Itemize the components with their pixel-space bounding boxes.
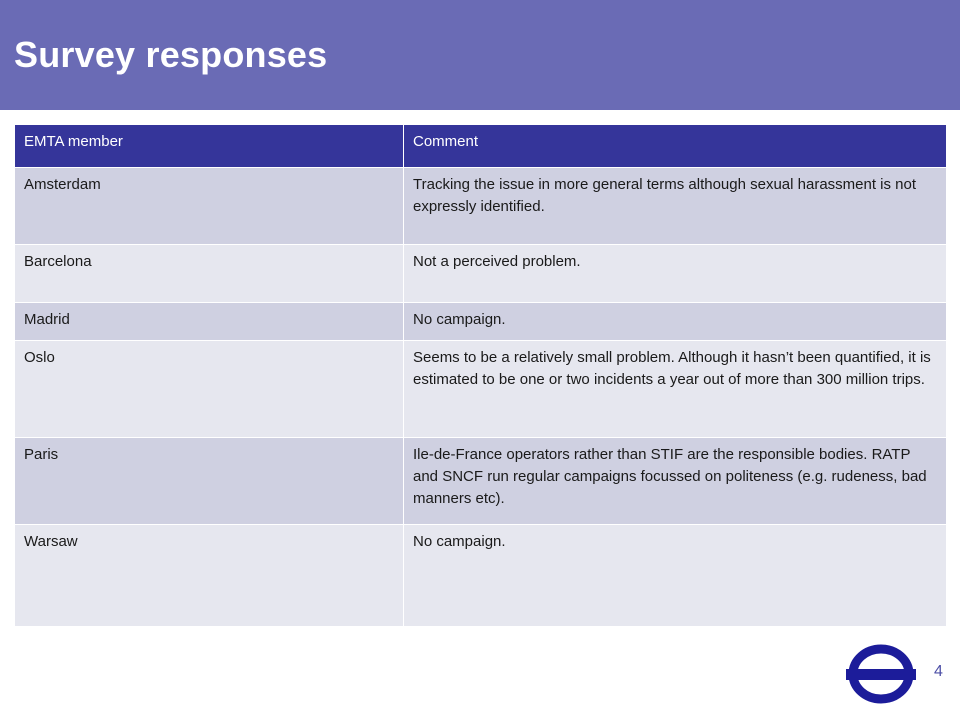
column-header-comment: Comment — [403, 124, 947, 168]
table-row: Amsterdam Tracking the issue in more gen… — [14, 167, 947, 245]
table-row: Barcelona Not a perceived problem. — [14, 244, 947, 303]
table-row: Paris Ile-de-France operators rather tha… — [14, 437, 947, 525]
table-row: Oslo Seems to be a relatively small prob… — [14, 340, 947, 438]
member-cell: Barcelona — [14, 244, 404, 303]
title-bar: Survey responses — [0, 0, 960, 110]
slide-title: Survey responses — [14, 34, 328, 75]
comment-cell: No campaign. — [403, 302, 947, 341]
roundel-icon — [846, 644, 916, 704]
comment-cell: Not a perceived problem. — [403, 244, 947, 303]
member-cell: Amsterdam — [14, 167, 404, 245]
table-row: Warsaw No campaign. — [14, 524, 947, 627]
comment-cell: No campaign. — [403, 524, 947, 627]
member-cell: Paris — [14, 437, 404, 525]
comment-cell: Seems to be a relatively small problem. … — [403, 340, 947, 438]
table-header-row: EMTA member Comment — [14, 124, 947, 168]
comment-cell: Tracking the issue in more general terms… — [403, 167, 947, 245]
comment-cell: Ile-de-France operators rather than STIF… — [403, 437, 947, 525]
survey-table: EMTA member Comment Amsterdam Tracking t… — [14, 124, 947, 627]
page-number: 4 — [934, 663, 943, 680]
column-header-emta-member: EMTA member — [14, 124, 404, 168]
table-row: Madrid No campaign. — [14, 302, 947, 341]
member-cell: Oslo — [14, 340, 404, 438]
member-cell: Warsaw — [14, 524, 404, 627]
member-cell: Madrid — [14, 302, 404, 341]
